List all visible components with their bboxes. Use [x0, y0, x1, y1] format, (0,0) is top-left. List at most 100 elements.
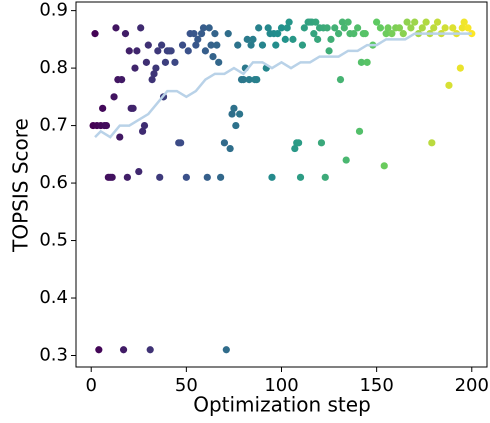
point	[350, 30, 358, 38]
point	[135, 167, 143, 176]
point	[129, 104, 137, 112]
point	[317, 139, 326, 147]
point	[245, 75, 253, 84]
point	[449, 24, 457, 32]
point	[146, 346, 154, 354]
point	[236, 110, 244, 118]
point	[291, 144, 299, 153]
point	[411, 18, 419, 26]
point	[228, 110, 236, 118]
point	[268, 173, 276, 181]
point	[458, 24, 466, 32]
trend-line	[94, 32, 472, 139]
point	[384, 24, 392, 32]
y-axis-label: TOPSIS Score	[9, 118, 33, 253]
point	[137, 24, 145, 32]
point	[325, 47, 333, 55]
point	[430, 24, 438, 32]
point	[154, 47, 162, 55]
y-tick-label: 0.3	[39, 345, 68, 366]
point	[171, 58, 179, 66]
point	[194, 35, 202, 43]
point	[264, 24, 272, 32]
point	[382, 30, 390, 38]
point	[354, 24, 362, 32]
point	[456, 64, 464, 72]
point	[355, 127, 364, 135]
x-tick-label: 0	[85, 375, 96, 396]
point	[161, 58, 170, 66]
point	[108, 173, 116, 181]
point	[336, 75, 345, 84]
point	[91, 30, 99, 38]
point	[295, 139, 303, 147]
y-tick-label: 0.5	[39, 230, 68, 251]
point	[361, 30, 369, 38]
point	[342, 156, 350, 164]
point	[289, 35, 297, 43]
point	[373, 18, 381, 26]
y-tick-label: 0.9	[39, 0, 68, 21]
point	[403, 18, 411, 26]
point	[441, 24, 449, 32]
point	[133, 47, 141, 55]
point	[232, 121, 240, 130]
point	[138, 127, 147, 135]
point	[272, 41, 280, 49]
point	[296, 173, 305, 181]
point	[102, 121, 111, 130]
point	[314, 35, 322, 43]
point	[363, 58, 371, 66]
point	[340, 24, 348, 32]
point	[99, 104, 107, 112]
point	[388, 30, 396, 38]
point	[184, 47, 192, 55]
point	[118, 75, 126, 84]
point	[95, 346, 103, 354]
point	[464, 24, 472, 32]
y-tick-label: 0.7	[39, 115, 68, 136]
point	[158, 41, 166, 49]
point	[380, 162, 388, 170]
x-tick-label: 50	[175, 375, 198, 396]
point	[116, 133, 124, 141]
point	[121, 30, 130, 38]
point	[274, 30, 282, 38]
point	[152, 64, 160, 72]
point	[215, 58, 223, 66]
point	[205, 24, 213, 32]
point	[399, 30, 407, 38]
x-axis-label: Optimization step	[193, 393, 371, 417]
point	[460, 18, 468, 26]
point	[310, 30, 318, 38]
point	[150, 70, 158, 78]
point	[178, 41, 187, 49]
point	[239, 75, 248, 84]
y-tick-label: 0.6	[39, 172, 68, 193]
point	[182, 173, 190, 181]
point	[234, 41, 242, 49]
point	[230, 104, 238, 112]
point	[277, 24, 286, 32]
plot-frame	[75, 1, 488, 368]
point	[207, 41, 215, 49]
point	[119, 346, 128, 354]
point	[357, 58, 366, 66]
x-tick-label: 100	[264, 375, 298, 396]
point	[213, 41, 221, 49]
point	[217, 173, 225, 181]
point	[201, 47, 209, 55]
point	[110, 93, 118, 101]
point	[203, 173, 211, 181]
x-tick-label: 200	[455, 375, 489, 396]
point	[199, 24, 208, 32]
point	[344, 18, 352, 26]
point	[222, 346, 230, 354]
point	[281, 35, 289, 43]
point	[148, 75, 156, 84]
point	[285, 18, 293, 26]
point	[321, 173, 329, 181]
point	[243, 35, 251, 43]
point	[192, 41, 200, 49]
